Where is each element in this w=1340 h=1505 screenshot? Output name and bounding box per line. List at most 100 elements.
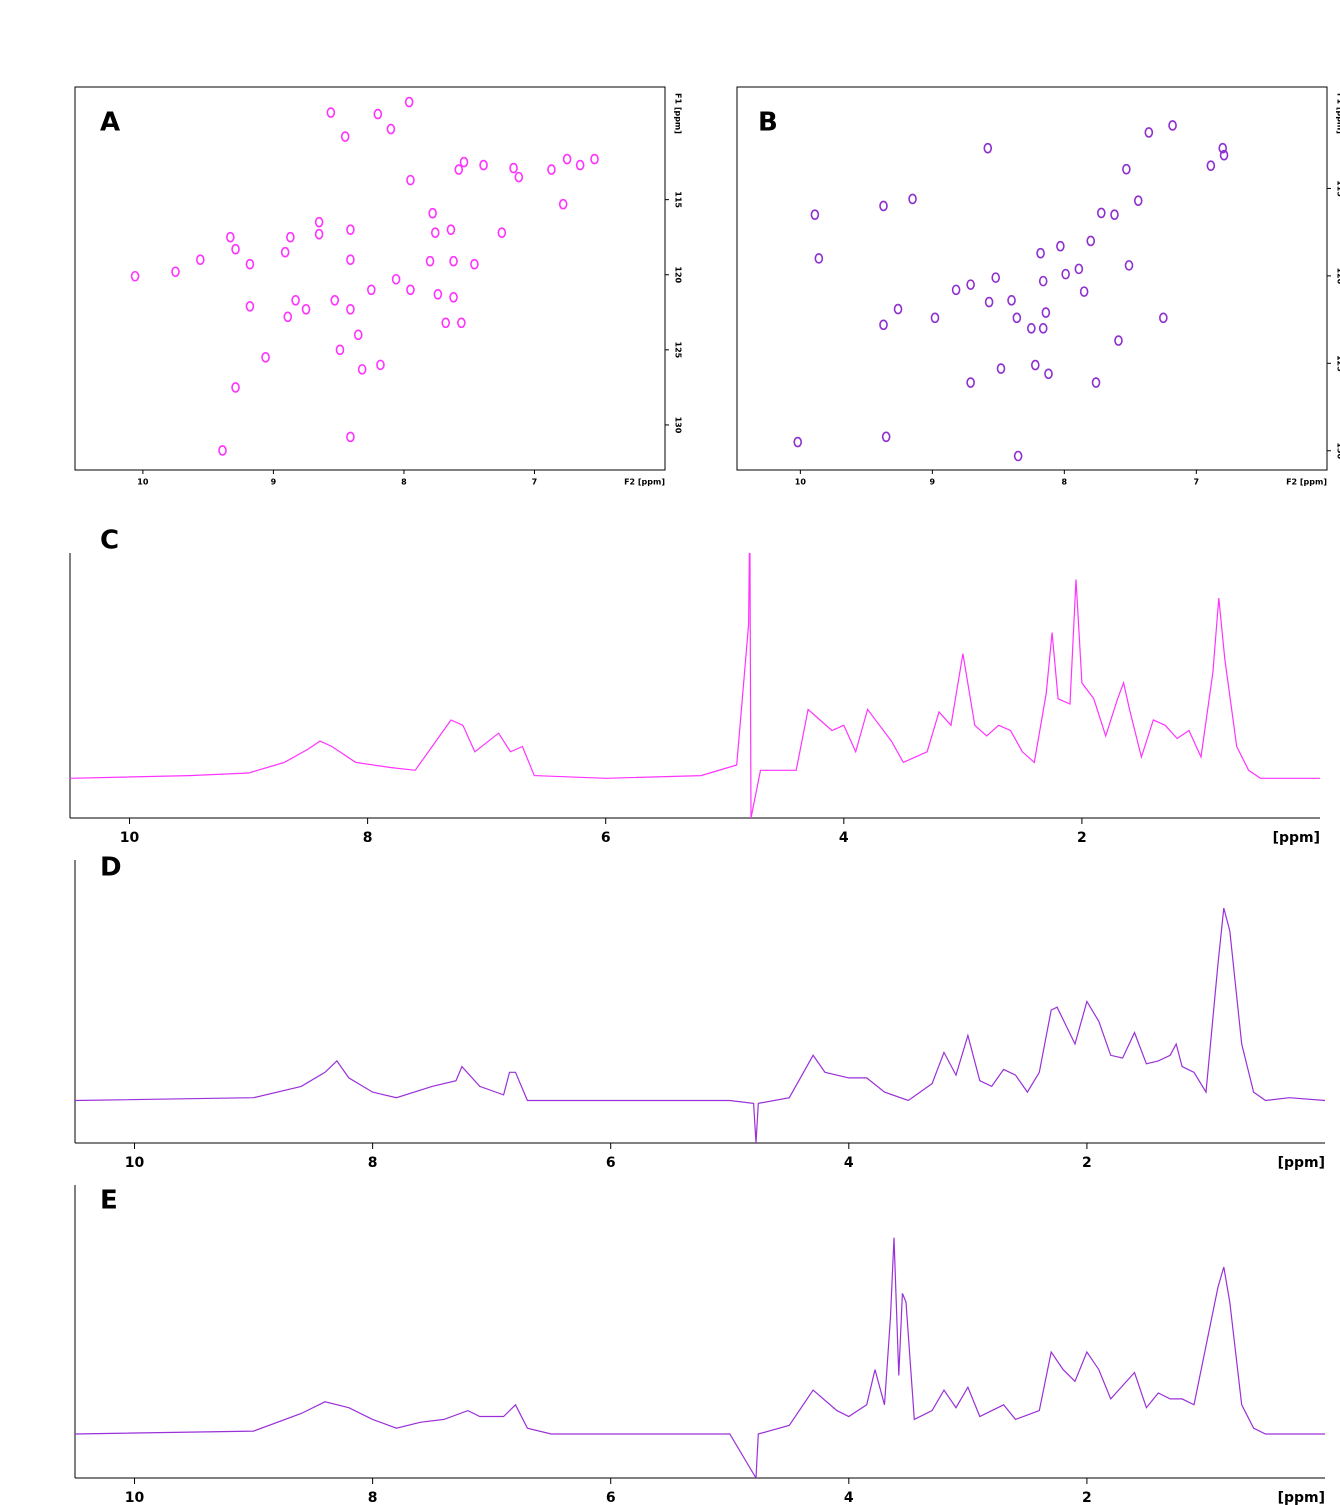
peak [346, 431, 355, 443]
peak [1218, 142, 1228, 154]
x-tick-label: 10 [137, 478, 149, 487]
panel-label: C [100, 526, 119, 556]
peak [991, 272, 1001, 283]
peak [1056, 240, 1065, 252]
peak [1013, 450, 1023, 462]
peak [558, 198, 568, 210]
peak [1012, 312, 1022, 324]
panel-label: B [758, 108, 778, 138]
peak [514, 171, 524, 183]
peak [218, 445, 227, 456]
peak [291, 294, 300, 306]
peak [1036, 247, 1045, 259]
peak [996, 363, 1006, 374]
peak [1122, 163, 1131, 175]
peak [406, 174, 415, 186]
x-tick-label: 8 [401, 478, 407, 487]
x-tick-label: 10 [120, 830, 140, 846]
x-axis-label: [ppm] [1273, 830, 1320, 846]
peak [562, 153, 572, 165]
peak [470, 258, 479, 270]
peak [446, 224, 456, 235]
peak [1096, 207, 1106, 219]
x-tick-label: 6 [606, 1155, 616, 1171]
peak [346, 254, 355, 266]
spectrum [75, 907, 1325, 1143]
peak [231, 382, 240, 393]
peak [314, 216, 324, 228]
peak [391, 273, 401, 285]
peak [449, 255, 458, 267]
peak [983, 142, 993, 154]
panel-label: D [100, 853, 122, 883]
spectrum [70, 553, 1320, 818]
y-tick-label: 120 [1336, 268, 1340, 285]
peak [1061, 268, 1070, 280]
x-axis-label: F2 [ppm] [1286, 478, 1327, 487]
peak [1007, 295, 1016, 306]
x-tick-label: 4 [844, 1490, 854, 1505]
x-tick-label: 8 [368, 1155, 378, 1171]
peak [261, 352, 270, 363]
y-tick-label: 130 [1336, 442, 1340, 459]
peak [346, 224, 355, 235]
y-tick-label: 115 [674, 191, 683, 208]
peak [479, 159, 488, 171]
peak [1074, 263, 1084, 275]
peak [893, 303, 903, 315]
peak [1044, 368, 1053, 380]
peak [441, 317, 451, 329]
peak [1110, 209, 1119, 220]
y-axis-label: F1 [ppm] [1336, 93, 1340, 134]
x-axis-label: [ppm] [1278, 1155, 1325, 1171]
peak [457, 317, 466, 329]
x-axis-label: [ppm] [1278, 1490, 1325, 1505]
x-tick-label: 6 [606, 1490, 616, 1505]
peak [459, 156, 469, 168]
peak [810, 209, 820, 220]
peak [1086, 235, 1096, 247]
peak [386, 123, 396, 135]
peak [1079, 286, 1089, 297]
x-tick-label: 9 [271, 478, 277, 487]
peak [930, 312, 940, 324]
peak [951, 284, 961, 296]
peak [367, 284, 376, 296]
peak [340, 131, 350, 142]
peak [879, 200, 888, 212]
x-tick-label: 8 [1062, 478, 1068, 487]
peaks [793, 120, 1229, 462]
peak [226, 231, 235, 243]
peak [406, 284, 415, 296]
peak [286, 231, 295, 243]
peak [376, 359, 385, 371]
peak [1219, 149, 1229, 161]
peak [966, 377, 975, 388]
peak [590, 153, 599, 165]
y-tick-label: 125 [674, 341, 683, 358]
peak [879, 319, 888, 331]
y-tick-label: 130 [674, 417, 683, 434]
peak [1133, 195, 1143, 206]
x-tick-label: 8 [368, 1490, 378, 1505]
peak [428, 207, 437, 219]
peak [433, 288, 443, 300]
peak [283, 311, 293, 323]
peak [335, 344, 345, 356]
plot-frame [74, 86, 666, 471]
peak [130, 270, 140, 282]
x-tick-label: 10 [795, 478, 807, 487]
x-tick-label: 2 [1077, 830, 1087, 846]
peak [1144, 127, 1154, 138]
peak [1091, 377, 1101, 388]
peak [1168, 120, 1177, 131]
peak [314, 228, 324, 240]
x-tick-label: 2 [1082, 1155, 1092, 1171]
panel-label: A [100, 108, 120, 138]
x-tick-label: 2 [1082, 1490, 1092, 1505]
peak [984, 296, 994, 308]
spectrum [75, 1237, 1325, 1478]
peak [353, 329, 363, 341]
peaks [130, 96, 599, 456]
